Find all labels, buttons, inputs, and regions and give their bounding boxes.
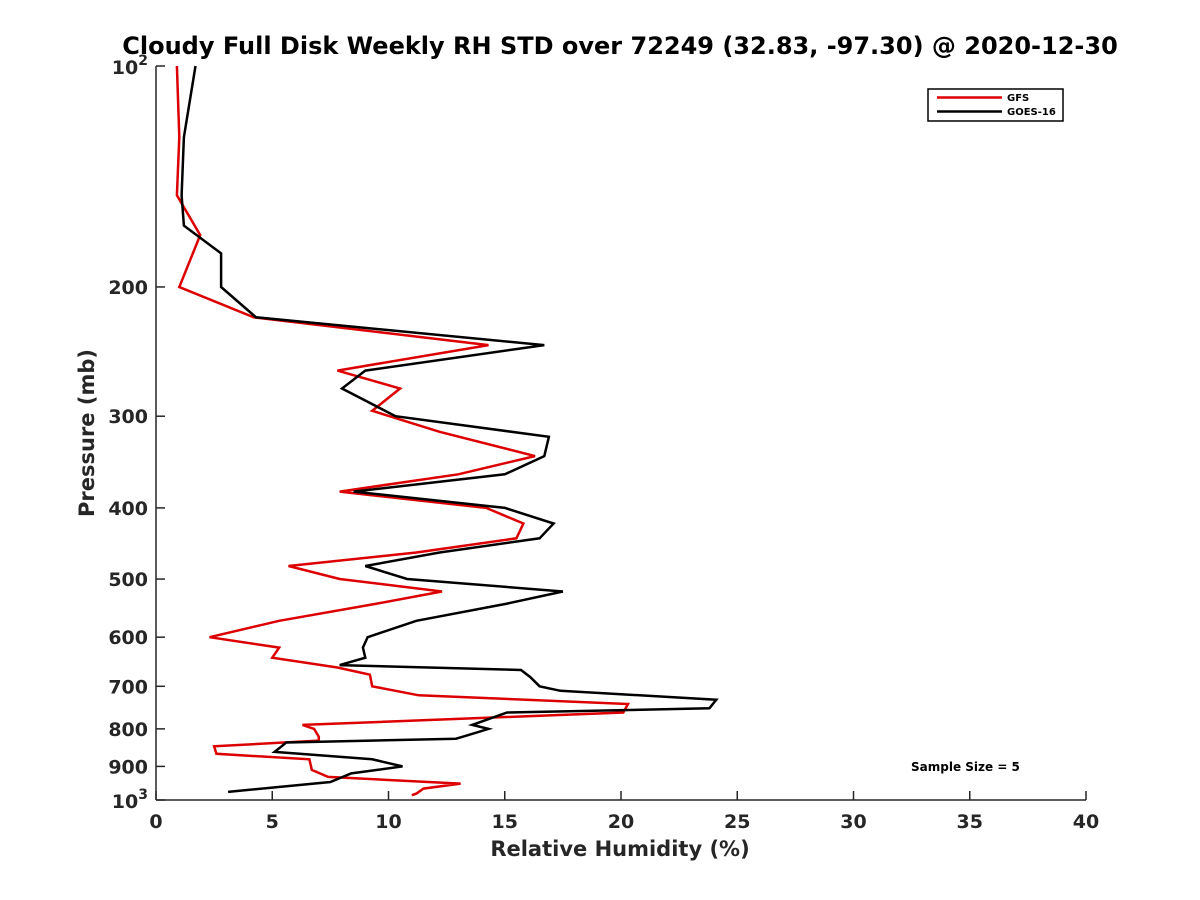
x-tick-label: 15	[492, 811, 518, 833]
series-line-goes-16	[180, 65, 719, 794]
y-tick-label: 700	[108, 676, 148, 698]
sample-size-annotation: Sample Size = 5	[911, 760, 1020, 774]
y-tick-label: 300	[108, 406, 148, 428]
plot-area	[175, 65, 719, 797]
y-tick-label: 600	[108, 627, 148, 649]
y-tick-label: 400	[108, 498, 148, 520]
x-axis-label: Relative Humidity (%)	[490, 837, 749, 861]
x-tick-label: 10	[375, 811, 401, 833]
y-tick-label-power: 102	[112, 53, 148, 79]
x-tick-label: 20	[608, 811, 634, 833]
x-tick-label: 0	[149, 811, 162, 833]
y-tick-label: 200	[108, 277, 148, 299]
x-tick-label: 30	[840, 811, 866, 833]
legend-label-gfs: GFS	[1007, 93, 1029, 104]
y-axis-label-group: Pressure (mb)	[75, 349, 99, 517]
x-tick-label: 25	[724, 811, 750, 833]
legend-label-goes-16: GOES-16	[1007, 107, 1056, 118]
y-tick-label: 800	[108, 719, 148, 741]
x-tick-label: 40	[1073, 811, 1099, 833]
chart-title: Cloudy Full Disk Weekly RH STD over 7224…	[122, 32, 1118, 60]
axes: 0 5 10 15 20 25 30 35 40 200 300 400 500 600 700 800 900…	[108, 53, 1099, 833]
legend: GFS GOES-16	[927, 88, 1064, 122]
x-tick-label: 5	[266, 811, 279, 833]
y-axis-label: Pressure (mb)	[75, 349, 99, 517]
y-tick-label: 500	[108, 569, 148, 591]
x-tick-label: 35	[957, 811, 983, 833]
legend-box	[927, 88, 1064, 122]
y-tick-label-power: 103	[112, 787, 148, 813]
series-line-gfs	[175, 65, 631, 797]
y-tick-label: 900	[108, 756, 148, 778]
